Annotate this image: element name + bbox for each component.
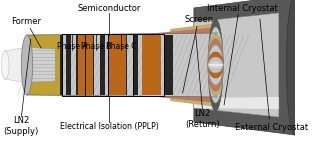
Polygon shape [22, 47, 55, 83]
Polygon shape [133, 35, 138, 95]
Polygon shape [194, 0, 295, 135]
Polygon shape [155, 35, 161, 95]
Polygon shape [121, 35, 127, 95]
Text: Phase A: Phase A [57, 41, 87, 51]
Ellipse shape [208, 52, 223, 78]
Polygon shape [4, 47, 29, 83]
Polygon shape [57, 35, 63, 95]
Polygon shape [144, 35, 151, 95]
Polygon shape [27, 33, 217, 97]
Polygon shape [76, 35, 84, 95]
Text: LN2
(Return): LN2 (Return) [185, 109, 220, 129]
Ellipse shape [208, 19, 223, 111]
Ellipse shape [208, 34, 223, 96]
Polygon shape [194, 13, 279, 117]
Text: LN2
(Supply): LN2 (Supply) [4, 116, 39, 136]
Polygon shape [147, 27, 217, 103]
Bar [62, 34, 164, 96]
Polygon shape [88, 35, 94, 95]
Ellipse shape [208, 39, 223, 91]
Text: Internal Cryostat: Internal Cryostat [207, 4, 277, 12]
Text: Semiconductor: Semiconductor [77, 4, 141, 12]
Text: Electrical Isolation (PPLP): Electrical Isolation (PPLP) [60, 122, 158, 132]
Text: External Cryostat: External Cryostat [235, 122, 308, 132]
Ellipse shape [208, 60, 223, 70]
Polygon shape [109, 35, 126, 95]
Polygon shape [27, 35, 60, 95]
Polygon shape [170, 23, 217, 107]
Ellipse shape [208, 27, 223, 103]
Ellipse shape [208, 45, 223, 85]
Text: Former: Former [11, 16, 41, 48]
Text: Phase B: Phase B [80, 41, 111, 51]
Text: Phase C: Phase C [106, 41, 137, 51]
Polygon shape [164, 35, 173, 95]
Ellipse shape [286, 0, 303, 135]
Polygon shape [78, 35, 93, 95]
Polygon shape [108, 35, 116, 95]
Polygon shape [142, 35, 161, 95]
Polygon shape [66, 35, 71, 95]
Ellipse shape [208, 63, 223, 67]
Ellipse shape [208, 57, 223, 73]
Text: Screen: Screen [183, 15, 213, 93]
Polygon shape [194, 97, 279, 109]
Ellipse shape [21, 35, 33, 95]
Ellipse shape [2, 51, 9, 79]
Polygon shape [100, 35, 105, 95]
